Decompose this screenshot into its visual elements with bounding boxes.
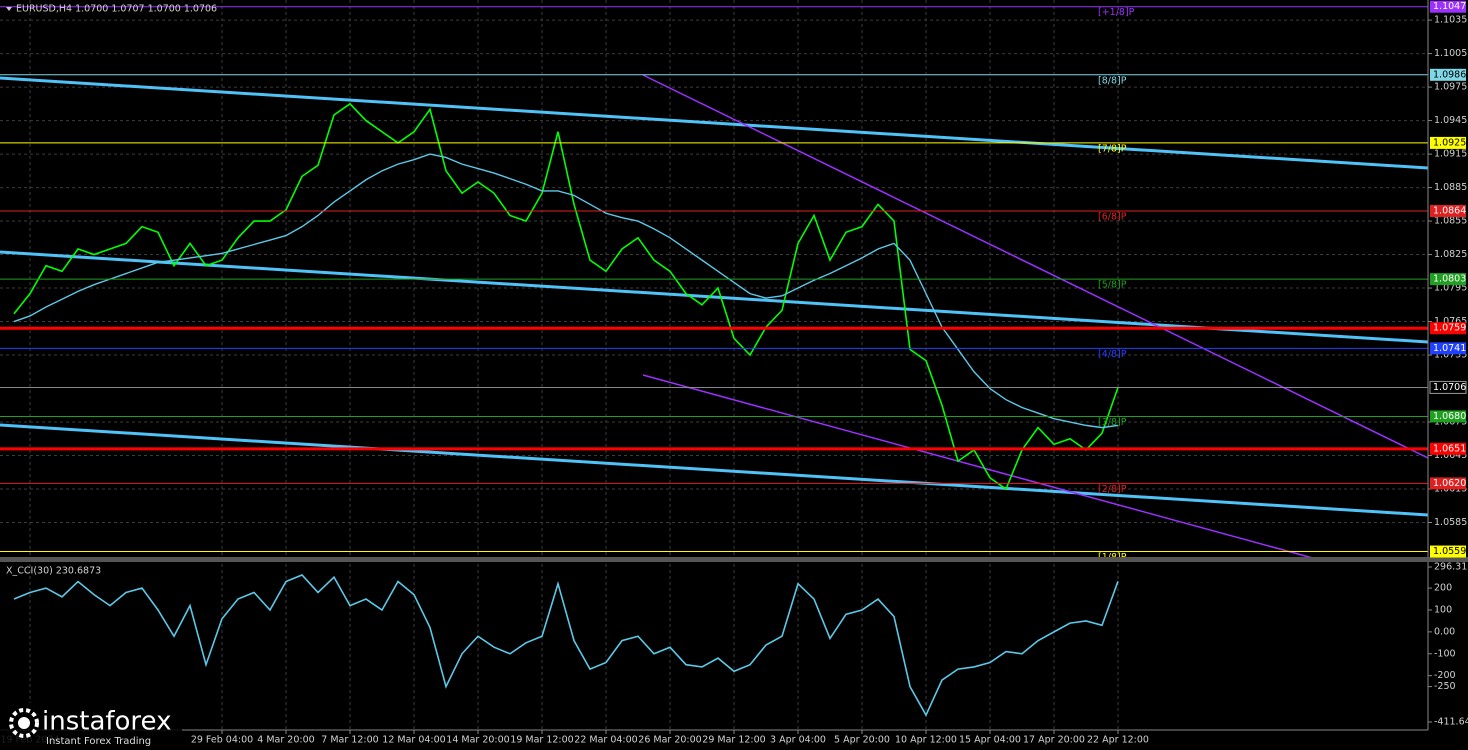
price-label-box bbox=[1430, 410, 1466, 423]
price-label-box bbox=[1430, 68, 1466, 81]
channel-line bbox=[642, 374, 1321, 561]
x-tick-label: 14 Mar 20:00 bbox=[446, 735, 509, 746]
x-tick-label: 22 Apr 12:00 bbox=[1087, 735, 1149, 746]
y-tick-label: 296.3154 bbox=[1434, 562, 1468, 573]
menu-arrow[interactable] bbox=[6, 7, 12, 11]
price-label: 1.0759 bbox=[1433, 323, 1466, 334]
logo-icon bbox=[9, 708, 39, 738]
price-label: 1.1047 bbox=[1433, 1, 1466, 12]
murrey-level-name: [3/8]P bbox=[1098, 417, 1127, 428]
panel-separator bbox=[0, 557, 1468, 562]
x-tick-label: 12 Mar 04:00 bbox=[382, 735, 445, 746]
y-tick-label: 1.0945 bbox=[1434, 115, 1467, 126]
y-tick-label: -411.643 bbox=[1434, 717, 1468, 728]
x-tick-label: 29 Feb 04:00 bbox=[191, 735, 253, 746]
price-label: 1.0864 bbox=[1433, 206, 1466, 217]
murrey-level-name: [7/8]P bbox=[1098, 143, 1127, 154]
x-tick-label: 4 Mar 20:00 bbox=[257, 735, 314, 746]
price-label-box bbox=[1430, 0, 1466, 13]
murrey-level-name: [+1/8]P bbox=[1098, 7, 1135, 18]
y-tick-label: 1.1005 bbox=[1434, 48, 1467, 59]
x-tick-label: 10 Apr 12:00 bbox=[895, 735, 957, 746]
data-line bbox=[13, 102, 1119, 491]
chart-title: EURUSD,H4 1.0700 1.0707 1.0700 1.0706 bbox=[16, 4, 217, 15]
price-label: 1.0803 bbox=[1433, 274, 1466, 285]
channel-line bbox=[642, 74, 1429, 459]
x-tick-label: 17 Apr 20:00 bbox=[1023, 735, 1085, 746]
y-tick-label: 1.0885 bbox=[1434, 182, 1467, 193]
murrey-level-name: [4/8]P bbox=[1098, 349, 1127, 360]
last-price-box bbox=[1429, 380, 1467, 394]
y-tick-label: 200 bbox=[1434, 583, 1452, 594]
x-tick-label: 7 Mar 12:00 bbox=[321, 735, 378, 746]
price-label-box bbox=[1430, 273, 1466, 286]
price-label-box bbox=[1430, 545, 1466, 558]
murrey-level-name: [2/8]P bbox=[1098, 484, 1127, 495]
y-tick-label: 1.0825 bbox=[1434, 249, 1467, 260]
trend-line bbox=[0, 423, 1429, 517]
logo-tagline: Instant Forex Trading bbox=[46, 736, 151, 747]
y-tick-label: -100 bbox=[1434, 648, 1456, 659]
y-tick-label: 1.0765 bbox=[1434, 316, 1467, 327]
y-tick-label: 1.0585 bbox=[1434, 517, 1467, 528]
y-tick-label: 1.0795 bbox=[1434, 283, 1467, 294]
last-price-label: 1.0706 bbox=[1433, 382, 1466, 393]
y-tick-label: -200 bbox=[1434, 670, 1456, 681]
price-label-box bbox=[1430, 136, 1466, 149]
price-label: 1.0680 bbox=[1433, 411, 1466, 422]
price-label: 1.0741 bbox=[1433, 343, 1466, 354]
price-label: 1.0559 bbox=[1433, 546, 1466, 557]
data-line bbox=[13, 573, 1119, 717]
murrey-level-name: [5/8]P bbox=[1098, 280, 1127, 291]
price-label-box bbox=[1430, 477, 1466, 490]
murrey-level-name: [6/8]P bbox=[1098, 212, 1127, 223]
y-tick-label: 1.1035 bbox=[1434, 15, 1467, 26]
y-tick-label: 1.0975 bbox=[1434, 82, 1467, 93]
x-tick-label: 19 Mar 12:00 bbox=[510, 735, 573, 746]
price-label: 1.0620 bbox=[1433, 478, 1466, 489]
y-tick-label: -250 bbox=[1434, 681, 1456, 692]
logo-name: instaforex bbox=[42, 707, 171, 737]
x-tick-label: 22 Mar 04:00 bbox=[574, 735, 637, 746]
x-tick-label: 3 Apr 04:00 bbox=[770, 735, 826, 746]
murrey-level-name: [8/8]P bbox=[1098, 75, 1127, 86]
y-tick-label: 1.0645 bbox=[1434, 450, 1467, 461]
logo-icon-core bbox=[18, 717, 30, 729]
price-label: 1.0986 bbox=[1433, 69, 1466, 80]
logo-backdrop bbox=[0, 703, 182, 750]
indicator-title: X_CCI(30) 230.6873 bbox=[6, 566, 101, 577]
x-tick-label: 15 Apr 04:00 bbox=[959, 735, 1021, 746]
price-label-box bbox=[1430, 205, 1466, 218]
price-label-box bbox=[1430, 442, 1466, 455]
indicator-line bbox=[13, 153, 1119, 429]
y-tick-label: 1.0735 bbox=[1434, 350, 1467, 361]
price-label: 1.0651 bbox=[1433, 443, 1466, 454]
y-tick-label: 100 bbox=[1434, 604, 1452, 615]
y-tick-label: 1.0915 bbox=[1434, 149, 1467, 160]
trend-line bbox=[0, 76, 1429, 170]
x-tick-label: 26 Mar 20:00 bbox=[638, 735, 701, 746]
x-tick-label: 29 Mar 12:00 bbox=[702, 735, 765, 746]
price-label-box bbox=[1430, 322, 1466, 335]
y-tick-label: 0.00 bbox=[1434, 626, 1455, 637]
price-label-box bbox=[1430, 342, 1466, 355]
x-tick-label: 5 Apr 20:00 bbox=[834, 735, 890, 746]
price-label: 1.0925 bbox=[1433, 137, 1466, 148]
y-tick-label: 1.0855 bbox=[1434, 216, 1467, 227]
